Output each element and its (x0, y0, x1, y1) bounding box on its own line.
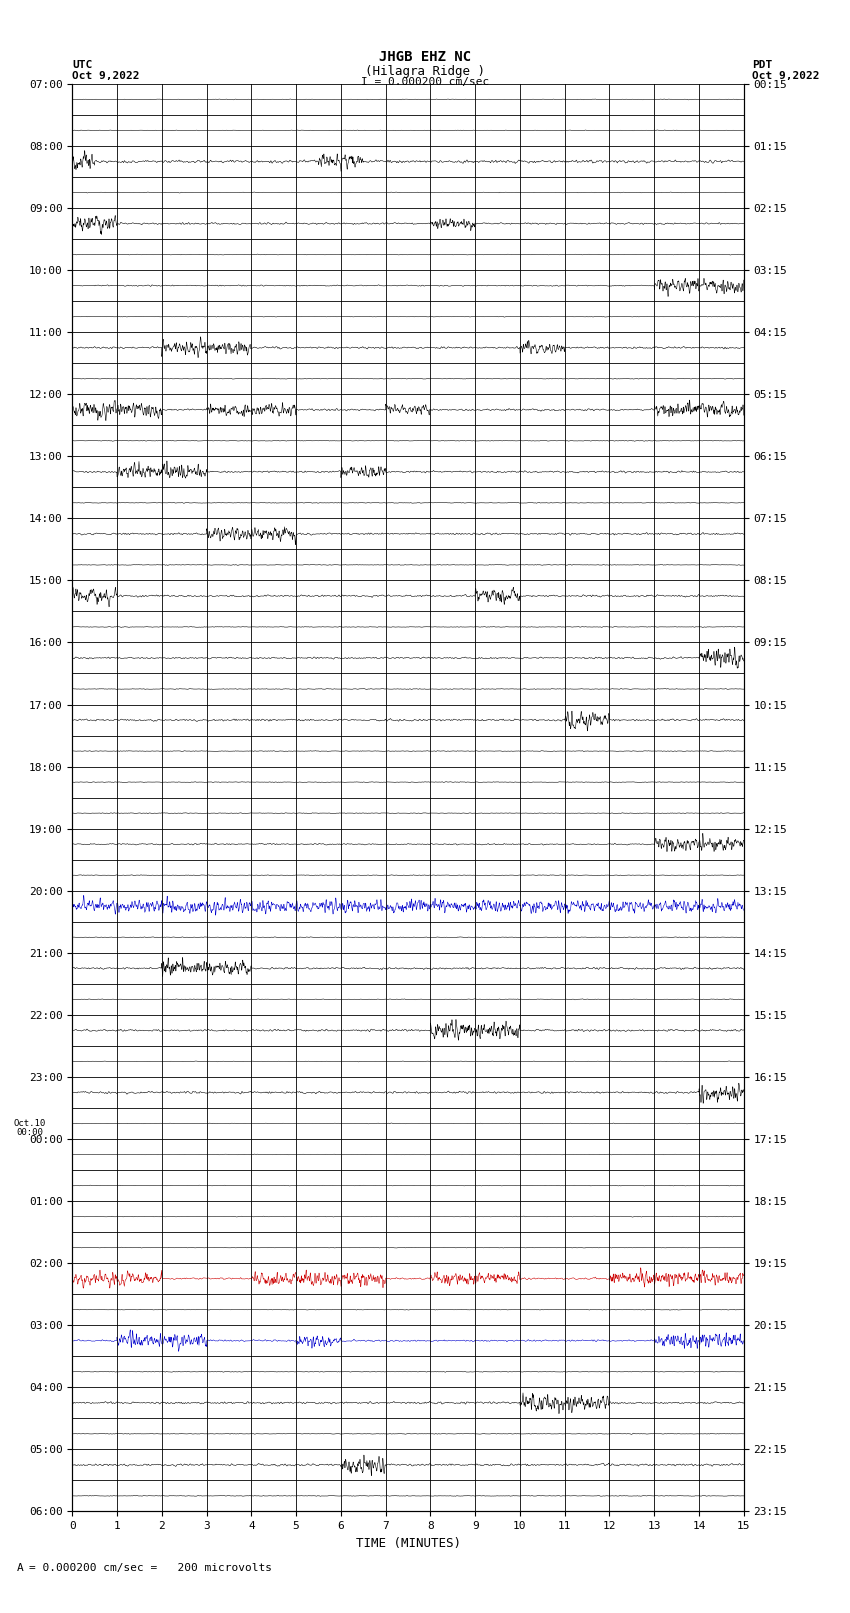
Text: JHGB EHZ NC: JHGB EHZ NC (379, 50, 471, 65)
Text: = 0.000200 cm/sec =   200 microvolts: = 0.000200 cm/sec = 200 microvolts (29, 1563, 272, 1573)
Text: I = 0.000200 cm/sec: I = 0.000200 cm/sec (361, 77, 489, 87)
Text: UTC: UTC (72, 60, 93, 69)
Text: Oct 9,2022: Oct 9,2022 (72, 71, 139, 81)
X-axis label: TIME (MINUTES): TIME (MINUTES) (355, 1537, 461, 1550)
Text: (Hilagra Ridge ): (Hilagra Ridge ) (365, 65, 485, 77)
Text: Oct.10
00:00: Oct.10 00:00 (14, 1119, 46, 1137)
Text: PDT: PDT (752, 60, 773, 69)
Text: Oct 9,2022: Oct 9,2022 (752, 71, 819, 81)
Text: A: A (17, 1563, 24, 1573)
